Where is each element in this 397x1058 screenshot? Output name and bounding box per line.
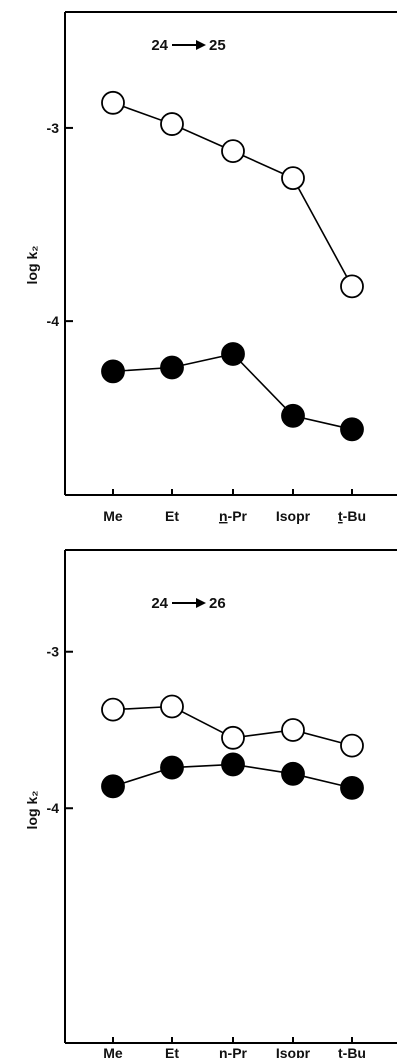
x-tick-label: Isopr xyxy=(276,1045,311,1058)
series-open-circles xyxy=(101,694,364,758)
chart-title-from: 24 xyxy=(151,37,168,54)
x-tick-label-underlined-prefix: n xyxy=(219,1045,228,1058)
x-tick-label-rest: -Pr xyxy=(228,508,248,524)
title-arrow-head xyxy=(196,40,206,50)
x-tick-label: Et xyxy=(165,1045,179,1058)
chart-title-to: 25 xyxy=(209,37,226,54)
x-tick-label: Me xyxy=(103,508,123,524)
data-point-filled xyxy=(340,775,364,800)
data-point-filled xyxy=(221,752,245,777)
y-tick-label: -3 xyxy=(47,120,60,136)
x-tick-label: n-Pr xyxy=(219,508,248,524)
data-point-open xyxy=(160,694,184,719)
y-tick-label: -4 xyxy=(47,800,60,816)
chart-title: 24 25 xyxy=(151,37,225,54)
data-point-filled xyxy=(101,359,125,384)
data-point-open xyxy=(101,90,125,115)
series-line xyxy=(112,102,353,287)
chart-title-to: 26 xyxy=(209,595,226,612)
x-tick-label-underlined-prefix: n xyxy=(219,508,228,524)
series-open-circles xyxy=(101,90,364,299)
x-tick-label: t-Bu xyxy=(338,508,366,524)
x-tick-label: Et xyxy=(165,508,179,524)
x-tick-label-rest: -Bu xyxy=(343,508,366,524)
y-tick-label: -3 xyxy=(47,644,60,660)
x-tick-label: Isopr xyxy=(276,508,311,524)
data-point-open xyxy=(160,112,184,136)
data-point-open xyxy=(281,718,305,742)
series-filled-circles xyxy=(101,342,364,442)
data-point-filled xyxy=(160,755,184,780)
chart-panel-1: -3 -4 log k₂ Me Et n-Pr Isopr t-Bu 24 25 xyxy=(24,11,397,524)
data-point-open xyxy=(221,139,245,164)
data-point-filled xyxy=(160,355,184,380)
data-point-open xyxy=(101,697,125,722)
y-tick-label: -4 xyxy=(47,313,60,329)
x-tick-label: Me xyxy=(103,1045,123,1058)
data-point-filled xyxy=(281,761,305,786)
y-axis-label: log k₂ xyxy=(24,791,40,830)
x-tick-label: n-Pr xyxy=(219,1045,248,1058)
data-point-filled xyxy=(101,774,125,799)
data-point-filled xyxy=(221,342,245,366)
data-point-open xyxy=(221,725,245,750)
data-point-open xyxy=(340,274,364,299)
chart-panel-2: -3 -4 log k₂ Me Et n-Pr Isopr t-Bu 24 26 xyxy=(24,549,397,1058)
data-point-filled xyxy=(340,417,364,442)
title-arrow-head xyxy=(196,598,206,608)
x-tick-label-underlined-prefix: t xyxy=(338,508,343,524)
data-point-open xyxy=(340,733,364,758)
chart-title-from: 24 xyxy=(151,595,168,612)
x-tick-label: t-Bu xyxy=(338,1045,366,1058)
chart-title: 24 26 xyxy=(151,595,225,612)
data-point-filled xyxy=(281,403,305,428)
y-axis-label: log k₂ xyxy=(24,246,40,285)
x-tick-label-rest: -Pr xyxy=(228,1045,248,1058)
data-point-open xyxy=(281,166,305,191)
series-filled-circles xyxy=(101,752,364,800)
